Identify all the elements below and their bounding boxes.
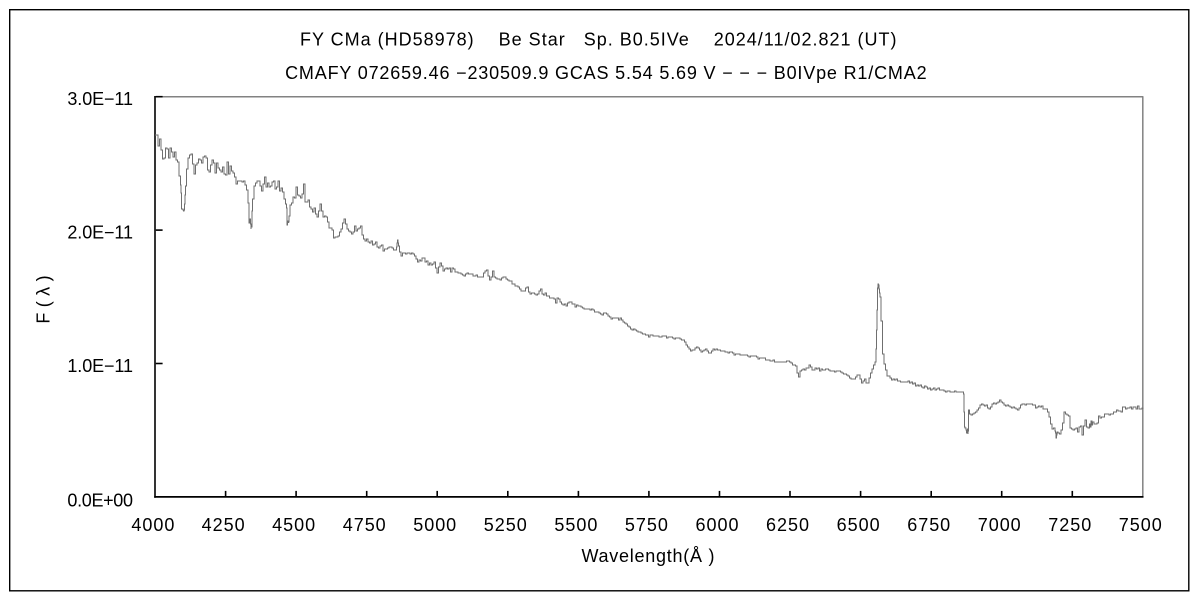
svg-text:F(λ): F(λ) — [34, 275, 54, 323]
svg-text:6000: 6000 — [696, 515, 739, 535]
svg-text:CMAFY 072659.46 −230509.9 GCAS: CMAFY 072659.46 −230509.9 GCAS 5.54 5.69… — [285, 63, 927, 83]
svg-text:6250: 6250 — [766, 515, 809, 535]
svg-text:7500: 7500 — [1119, 515, 1162, 535]
svg-text:4000: 4000 — [131, 515, 174, 535]
svg-text:1.0E−11: 1.0E−11 — [67, 356, 133, 376]
svg-text:4250: 4250 — [202, 515, 245, 535]
svg-text:5750: 5750 — [625, 515, 668, 535]
svg-text:5500: 5500 — [554, 515, 597, 535]
svg-text:5250: 5250 — [484, 515, 527, 535]
svg-text:7250: 7250 — [1048, 515, 1091, 535]
svg-text:0.0E+00: 0.0E+00 — [67, 490, 133, 510]
svg-text:5000: 5000 — [413, 515, 456, 535]
svg-text:4750: 4750 — [343, 515, 386, 535]
svg-text:2.0E−11: 2.0E−11 — [67, 222, 133, 242]
svg-text:3.0E−11: 3.0E−11 — [67, 89, 133, 109]
svg-text:4500: 4500 — [272, 515, 315, 535]
svg-text:7000: 7000 — [978, 515, 1021, 535]
svg-text:6500: 6500 — [837, 515, 880, 535]
svg-text:6750: 6750 — [907, 515, 950, 535]
svg-text:Wavelength(Å ): Wavelength(Å ) — [582, 546, 715, 566]
svg-text:FY CMa (HD58978) Be Star: FY CMa (HD58978) Be Star Sp. B0.5IVe 202… — [300, 29, 897, 49]
